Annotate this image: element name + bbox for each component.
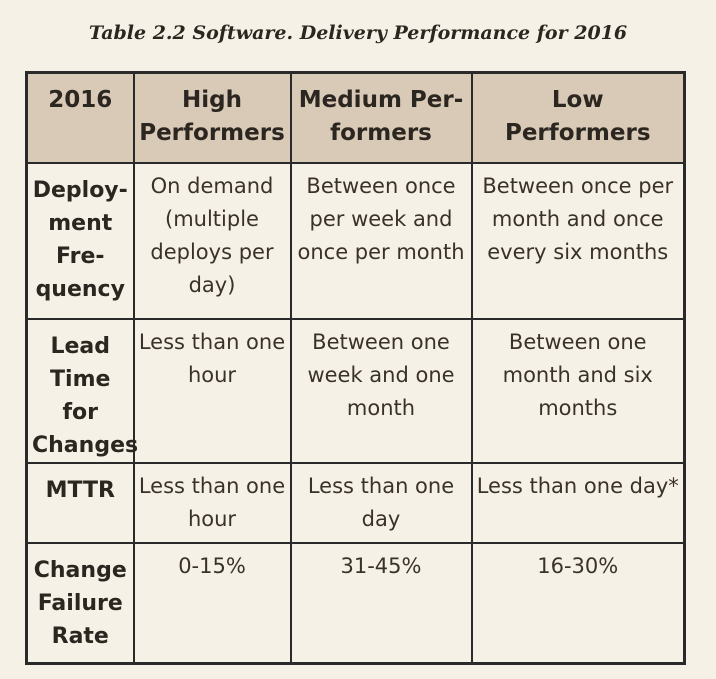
table-caption: Table 2.2 Software. Delivery Performance…	[88, 22, 628, 44]
cell-low: Between one month and six months	[470, 317, 686, 464]
cell-low: 16-30%	[470, 541, 686, 665]
header-low-performers: Low Performers	[470, 71, 686, 164]
cell-high: Less than one hour	[132, 317, 292, 464]
table-row: Lead Time for Changes Less than one hour…	[25, 317, 686, 464]
row-label-lead-time: Lead Time for Changes	[25, 317, 138, 464]
table-row: Change Failure Rate 0-15% 31-45% 16-30%	[25, 541, 686, 665]
row-label-mttr: MTTR	[25, 461, 135, 544]
cell-high: 0-15%	[132, 541, 292, 665]
cell-medium: Between one week and one month	[289, 317, 473, 464]
performance-table: 2016 High Performers Medium Per- formers…	[25, 71, 686, 665]
table-row: MTTR Less than one hour Less than one da…	[25, 461, 686, 544]
header-year: 2016	[25, 71, 135, 164]
row-label-change-failure-rate: Change Failure Rate	[25, 541, 135, 665]
cell-low: Less than one day*	[470, 461, 686, 544]
table-header-row: 2016 High Performers Medium Per- formers…	[25, 71, 686, 164]
cell-medium: 31-45%	[289, 541, 473, 665]
cell-medium: Less than one day	[289, 461, 473, 544]
cell-high: Less than one hour	[132, 461, 292, 544]
cell-high: On demand (multiple deploys per day)	[132, 161, 292, 320]
header-high-performers: High Performers	[132, 71, 292, 164]
cell-medium: Between once per week and once per month	[289, 161, 473, 320]
table-row: Deploy- ment Fre- quency On demand (mult…	[25, 161, 686, 320]
header-medium-performers: Medium Per- formers	[289, 71, 473, 164]
cell-low: Between once per month and once every si…	[470, 161, 686, 320]
row-label-deployment-frequency: Deploy- ment Fre- quency	[25, 161, 135, 320]
